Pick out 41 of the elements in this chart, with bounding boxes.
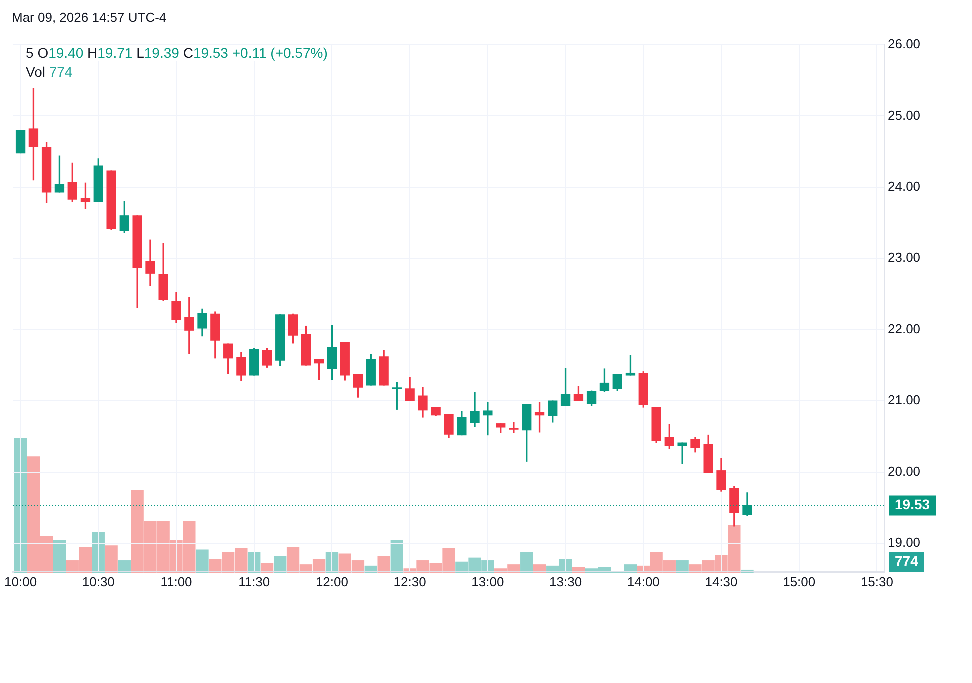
y-tick-label: 20.00 — [888, 464, 921, 479]
x-tick-label: 10:30 — [82, 574, 115, 590]
y-tick-label: 24.00 — [888, 179, 921, 194]
bar — [118, 560, 131, 573]
candlestick — [184, 297, 194, 354]
bar — [53, 540, 66, 573]
candlestick — [509, 422, 519, 434]
x-tick-label: 10:00 — [4, 574, 38, 590]
x-tick-label: 12:30 — [394, 574, 426, 590]
x-tick-label: 13:30 — [550, 574, 582, 590]
x-tick-label: 15:00 — [783, 574, 816, 590]
x-tick-label: 15:30 — [860, 574, 894, 590]
text: Mar 09, 2026 14:57 UTC-4 — [12, 10, 167, 25]
text: 774 — [895, 552, 919, 569]
x-tick-label: 14:00 — [627, 574, 660, 590]
bar — [274, 556, 287, 573]
y-tick-label: 21.00 — [888, 392, 921, 408]
y-tick-label: 22.00 — [888, 321, 921, 336]
text: O19.40 H19.71 L19.39 C19.53 +0.11 (+0.57%) — [38, 45, 328, 61]
y-tick-label: 19.00 — [888, 535, 921, 550]
bar — [520, 552, 534, 573]
bar — [390, 540, 404, 573]
x-tick-label: 14:30 — [705, 574, 738, 590]
y-tick-label: 23.00 — [888, 250, 921, 266]
ref-line-label: 19.53 — [895, 496, 930, 513]
x-tick-label: 11:00 — [160, 574, 192, 590]
bar — [676, 560, 689, 573]
bar — [105, 546, 118, 573]
y-tick-label: 25.00 — [888, 108, 921, 123]
x-tick-label: 11:30 — [238, 574, 270, 590]
y-tick-label: 26.00 — [888, 36, 921, 52]
chart-title: 5 — [26, 45, 35, 61]
x-tick-label: 13:00 — [472, 574, 504, 590]
candlestick — [483, 402, 493, 436]
candlestick — [678, 442, 688, 464]
bar — [378, 556, 390, 573]
bar — [196, 550, 209, 573]
bar — [260, 563, 274, 573]
x-tick-label: 12:00 — [316, 574, 348, 590]
chart-title: Vol — [26, 64, 46, 80]
text: 774 — [49, 64, 73, 80]
